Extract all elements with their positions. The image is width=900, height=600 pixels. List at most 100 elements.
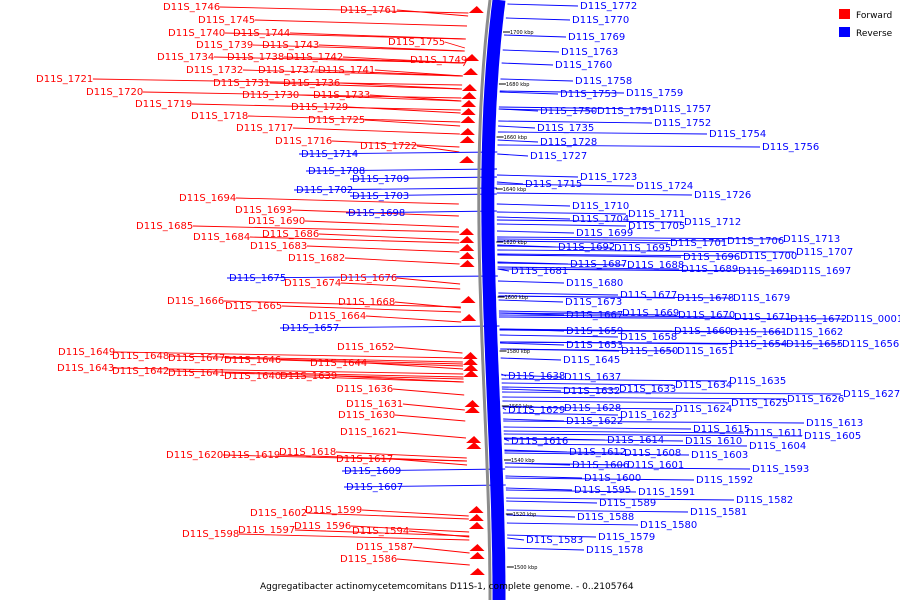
- forward-leader-line: [365, 315, 462, 323]
- reverse-leader-line: [504, 462, 626, 466]
- legend-forward-swatch: [839, 9, 850, 19]
- forward-leader-line: [168, 370, 464, 378]
- reverse-leader-line: [497, 153, 529, 157]
- forward-gene-label: D11S_1744: [233, 28, 290, 39]
- scale-tick-label: 1700 kbp: [510, 30, 534, 36]
- reverse-gene-label: D11S_1715: [525, 179, 582, 190]
- reverse-leader-line: [504, 443, 748, 447]
- reverse-gene-label: D11S_1588: [577, 512, 634, 523]
- reverse-leader-line: [498, 120, 653, 124]
- reverse-leader-line: [500, 78, 574, 82]
- forward-gene-label: D11S_1666: [167, 296, 224, 307]
- forward-leader-line: [396, 431, 467, 439]
- reverse-leader-line: [502, 49, 560, 53]
- forward-feature: [459, 136, 475, 143]
- reverse-gene-label: D11S_1675: [229, 273, 286, 284]
- reverse-gene-label: D11S_1769: [568, 32, 625, 43]
- reverse-leader-line: [498, 106, 653, 110]
- reverse-leader-line: [496, 181, 524, 185]
- reverse-gene-label: D11S_1699: [576, 228, 633, 239]
- reverse-leader-line: [298, 151, 498, 155]
- reverse-gene-label: D11S_1637: [564, 372, 621, 383]
- forward-feature: [459, 156, 475, 163]
- reverse-gene-label: D11S_1709: [352, 174, 409, 185]
- reverse-gene-label: D11S_1650: [621, 346, 678, 357]
- forward-gene-label: D11S_1738: [227, 52, 284, 63]
- reverse-leader-line: [497, 236, 782, 240]
- forward-leader-line: [416, 145, 460, 153]
- forward-gene-label: D11S_1720: [86, 87, 143, 98]
- forward-gene-label: D11S_1745: [198, 15, 255, 26]
- reverse-gene-label: D11S_1724: [636, 181, 693, 192]
- reverse-gene-label: D11S_1660: [674, 326, 731, 337]
- reverse-leader-line: [293, 187, 497, 191]
- forward-feature: [469, 568, 485, 575]
- reverse-leader-line: [497, 253, 739, 257]
- forward-feature: [460, 296, 476, 303]
- reverse-gene-label: D11S_1759: [626, 88, 683, 99]
- reverse-leader-line: [498, 310, 621, 314]
- forward-leader-line: [340, 282, 461, 290]
- forward-leader-line: [396, 277, 461, 285]
- reverse-gene-label: D11S_1629: [508, 405, 565, 416]
- forward-feature: [462, 352, 478, 359]
- forward-leader-line: [304, 220, 459, 228]
- forward-gene-label: D11S_1630: [338, 410, 395, 421]
- reverse-leader-line: [498, 292, 619, 296]
- reverse-gene-label: D11S_1772: [580, 1, 637, 12]
- reverse-leader-line: [496, 223, 627, 227]
- reverse-gene-label: D11S_1632: [563, 386, 620, 397]
- reverse-gene-label: D11S_1673: [565, 297, 622, 308]
- reverse-gene-label: D11S_1704: [572, 214, 629, 225]
- forward-leader-line: [347, 106, 461, 114]
- forward-gene-label: D11S_1594: [352, 526, 409, 537]
- reverse-leader-line: [497, 139, 539, 143]
- reverse-leader-line: [503, 426, 692, 430]
- reverse-gene-label: D11S_1628: [564, 403, 621, 414]
- reverse-leader-line: [507, 547, 585, 551]
- reverse-gene-label: D11S_1753: [560, 89, 617, 100]
- reverse-gene-label: D11S_1672: [790, 314, 847, 325]
- reverse-leader-line: [496, 203, 571, 207]
- reverse-gene-label: D11S_1678: [677, 293, 734, 304]
- forward-feature: [468, 6, 484, 13]
- forward-gene-label: D11S_1718: [191, 111, 248, 122]
- forward-gene-label: D11S_1739: [196, 40, 253, 51]
- label-leader-lines: [92, 3, 845, 566]
- reverse-gene-label: D11S_1698: [348, 208, 405, 219]
- scale-ticks: 1700 kbp 1680 kbp 1660 kbp 1640 kbp 1620 kbp…: [495, 30, 537, 571]
- reverse-gene-label: D11S_1697: [794, 266, 851, 277]
- reverse-gene-label: D11S_1657: [282, 323, 339, 334]
- forward-gene-label: D11S_1617: [336, 454, 393, 465]
- reverse-leader-line: [503, 430, 745, 434]
- reverse-gene-label: D11S_1700: [740, 251, 797, 262]
- forward-feature: [468, 522, 484, 529]
- forward-gene-label: D11S_1743: [262, 40, 319, 51]
- reverse-leader-line: [226, 275, 498, 279]
- reverse-gene-label: D11S_1583: [526, 535, 583, 546]
- reverse-leader-line: [497, 238, 726, 242]
- forward-gene-label: D11S_1716: [275, 136, 332, 147]
- reverse-leader-line: [497, 268, 793, 272]
- feature-tracks: [459, 0, 506, 600]
- forward-feature: [466, 442, 482, 449]
- forward-gene-label: D11S_1596: [294, 521, 351, 532]
- reverse-leader-line: [503, 420, 805, 424]
- forward-gene-label: D11S_1761: [340, 5, 397, 16]
- forward-feature: [459, 228, 475, 235]
- forward-leader-line: [249, 236, 460, 244]
- forward-leader-line: [393, 346, 463, 354]
- forward-gene-label: D11S_1644: [310, 358, 367, 369]
- forward-gene-label: D11S_1668: [338, 297, 395, 308]
- forward-leader-line: [242, 69, 463, 77]
- reverse-leader-line: [499, 316, 845, 320]
- forward-gene-label: D11S_1647: [168, 353, 225, 364]
- forward-gene-label: D11S_1755: [388, 37, 445, 48]
- reverse-gene-label: D11S_1713: [783, 234, 840, 245]
- reverse-gene-label: D11S_1610: [685, 436, 742, 447]
- forward-leader-line: [361, 509, 469, 517]
- forward-gene-label: D11S_1640: [224, 371, 281, 382]
- forward-gene-label: D11S_1690: [248, 216, 305, 227]
- reverse-leader-line: [506, 522, 639, 526]
- forward-gene-label: D11S_1730: [242, 90, 299, 101]
